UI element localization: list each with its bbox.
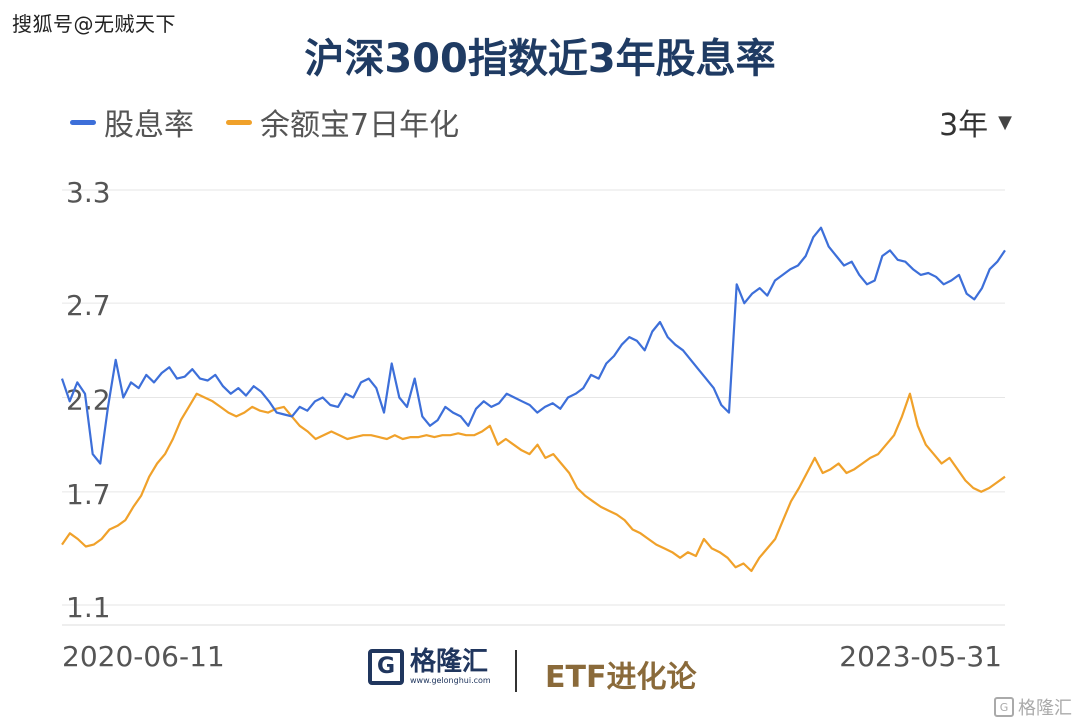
series-line-dividend [60, 226, 1006, 465]
series-line-yuebao [61, 392, 1006, 573]
brand-url: www.gelonghui.com [410, 676, 491, 685]
legend-label-dividend: 股息率 [104, 108, 194, 143]
legend-item-dividend[interactable]: 股息率 [70, 100, 194, 144]
x-axis-end-label: 2023-05-31 [839, 640, 1002, 673]
line-chart: 3.32.72.21.71.1 [60, 176, 1006, 626]
y-tick-label: 3.3 [66, 176, 111, 209]
y-tick-label: 1.1 [66, 591, 111, 624]
gelonghui-logo: G 格隆汇 www.gelonghui.com [368, 648, 491, 685]
partner-name: ETF进化论 [545, 660, 697, 695]
y-tick-label: 1.7 [66, 478, 111, 511]
sohu-watermark: 搜狐号@无贼天下 [12, 12, 176, 36]
corner-logo-icon: G [994, 697, 1014, 717]
corner-watermark: G 格隆汇 [994, 694, 1072, 720]
corner-watermark-text: 格隆汇 [1018, 698, 1072, 719]
x-axis-start-label: 2020-06-11 [62, 640, 225, 673]
y-tick-label: 2.7 [66, 289, 111, 322]
range-selector[interactable]: 3年 ▼ [939, 100, 1012, 144]
chart-title: 沪深300指数近3年股息率 [304, 36, 776, 82]
range-selector-label: 3年 [939, 108, 989, 143]
chart-footer: 2020-06-11 G 格隆汇 www.gelonghui.com ETF进化… [0, 640, 1080, 700]
brand-name: 格隆汇 [410, 647, 489, 677]
legend-label-yuebao: 余额宝7日年化 [260, 108, 460, 143]
footer-divider [515, 650, 517, 692]
legend-item-yuebao[interactable]: 余额宝7日年化 [226, 100, 459, 144]
legend-swatch-yuebao [226, 119, 252, 125]
gelonghui-logo-icon: G [368, 648, 404, 685]
chart-legend: 股息率 余额宝7日年化 [70, 100, 491, 144]
caret-down-icon: ▼ [998, 111, 1012, 133]
legend-swatch-dividend [70, 119, 96, 125]
